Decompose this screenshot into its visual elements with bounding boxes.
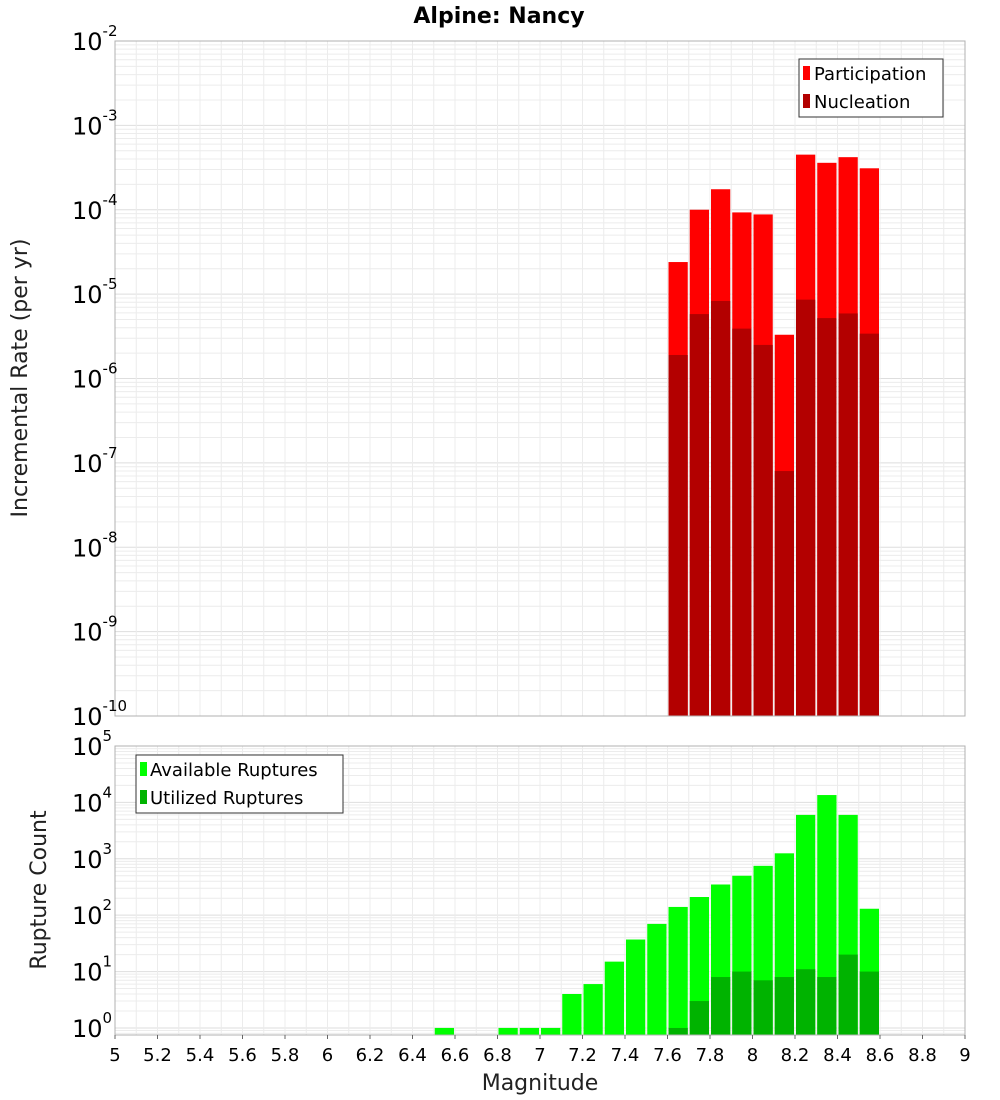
bar-available-ruptures: [519, 1027, 539, 1035]
bar-nucleation: [732, 328, 752, 716]
top-bars: [668, 154, 879, 717]
bar-available-ruptures: [689, 897, 709, 1035]
bar-nucleation: [753, 344, 773, 716]
x-tick-label: 5.6: [228, 1045, 257, 1066]
x-tick-label: 5.2: [143, 1045, 172, 1066]
bar-nucleation: [668, 354, 688, 716]
y-tick-label: 10-4: [72, 191, 118, 225]
y-tick-label: 100: [72, 1009, 112, 1043]
y-tick-label: 10-5: [72, 275, 118, 309]
y-tick-label: 10-3: [72, 106, 118, 140]
legend-label-available: Available Ruptures: [150, 760, 318, 781]
chart-title: Alpine: Nancy: [413, 4, 584, 29]
x-tick-label: 6.6: [441, 1045, 470, 1066]
bar-utilized-ruptures: [774, 977, 794, 1035]
bar-nucleation: [774, 471, 794, 716]
y-tick-label: 104: [72, 783, 112, 817]
bar-available-ruptures: [626, 939, 646, 1035]
y-tick-label: 10-7: [72, 444, 118, 478]
bar-utilized-ruptures: [689, 1001, 709, 1035]
bar-utilized-ruptures: [838, 954, 858, 1035]
top-legend: Participation Nucleation: [798, 58, 944, 118]
bar-available-ruptures: [817, 795, 837, 1035]
x-tick-label: 6: [322, 1045, 333, 1066]
bar-available-ruptures: [647, 923, 667, 1035]
x-axis-label: Magnitude: [482, 1071, 599, 1096]
bottom-bars: [434, 795, 879, 1035]
bar-nucleation: [859, 333, 879, 716]
x-tick-label: 5.8: [271, 1045, 300, 1066]
y-tick-label: 101: [72, 953, 112, 987]
y-tick-label: 10-9: [72, 613, 118, 647]
y-tick-label: 103: [72, 840, 112, 874]
y-tick-label: 10-2: [72, 22, 118, 56]
top-plot-frame: [114, 40, 966, 717]
bar-available-ruptures: [541, 1027, 561, 1035]
x-tick-label: 7.8: [696, 1045, 725, 1066]
bar-utilized-ruptures: [668, 1027, 688, 1035]
x-tick-label: 5: [109, 1045, 120, 1066]
x-ticks: 5 5.2 5.4 5.6 5.8 6 6.2 6.4 6.6 6.8 7 7.2 7.4 7.6 7.8 8…: [109, 1035, 971, 1066]
x-tick-label: 7.6: [653, 1045, 682, 1066]
y-tick-label: 102: [72, 896, 112, 930]
x-tick-label: 8.8: [908, 1045, 937, 1066]
bar-available-ruptures: [604, 961, 624, 1035]
bar-utilized-ruptures: [711, 977, 731, 1035]
top-panel: 10-10 10-9 10-8 10-7 10-6 10-5 10-4 10-3 10-2 In…: [8, 22, 966, 731]
bar-nucleation: [689, 314, 709, 716]
bar-available-ruptures: [498, 1027, 518, 1035]
y-tick-label: 10-10: [72, 697, 127, 731]
bottom-legend: Available Ruptures Utilized Ruptures: [135, 754, 344, 814]
bar-utilized-ruptures: [732, 971, 752, 1035]
top-y-ticks: 10-10 10-9 10-8 10-7 10-6 10-5 10-4 10-3 10-2: [72, 22, 127, 731]
bar-available-ruptures: [434, 1027, 454, 1035]
legend-swatch-available: [140, 762, 147, 776]
bar-available-ruptures: [668, 906, 688, 1035]
bottom-y-axis-label: Rupture Count: [27, 810, 52, 970]
x-tick-label: 6.8: [483, 1045, 512, 1066]
bar-utilized-ruptures: [859, 971, 879, 1035]
x-tick-label: 5.4: [186, 1045, 215, 1066]
bar-utilized-ruptures: [796, 969, 816, 1035]
bar-available-ruptures: [562, 994, 582, 1035]
top-grid: [114, 41, 966, 717]
bar-available-ruptures: [583, 984, 603, 1035]
legend-swatch-participation: [803, 66, 810, 80]
x-tick-label: 6.2: [356, 1045, 385, 1066]
x-tick-label: 6.4: [398, 1045, 427, 1066]
y-tick-label: 10-8: [72, 528, 118, 562]
y-tick-label: 10-6: [72, 360, 118, 394]
bottom-y-ticks: 100 101 102 103 104 105: [72, 727, 112, 1043]
bar-nucleation: [838, 313, 858, 716]
x-tick-label: 9: [959, 1045, 970, 1066]
x-tick-label: 7.4: [611, 1045, 640, 1066]
x-tick-label: 8: [747, 1045, 758, 1066]
x-tick-label: 8.4: [823, 1045, 852, 1066]
legend-swatch-utilized: [140, 790, 147, 804]
bar-nucleation: [796, 299, 816, 716]
x-tick-label: 7.2: [568, 1045, 597, 1066]
top-legend-box: [798, 58, 944, 118]
x-tick-label: 8.2: [781, 1045, 810, 1066]
bottom-legend-box: [135, 754, 344, 814]
bar-nucleation: [711, 300, 731, 716]
bar-nucleation: [817, 318, 837, 716]
bar-utilized-ruptures: [817, 977, 837, 1035]
bar-utilized-ruptures: [753, 980, 773, 1035]
x-tick-label: 7: [534, 1045, 545, 1066]
bottom-panel: 100 101 102 103 104 105 5 5.2 5.4 5.6 5.8 6 6.2 6.4 6…: [27, 727, 971, 1096]
legend-label-nucleation: Nucleation: [814, 92, 910, 113]
legend-label-utilized: Utilized Ruptures: [150, 788, 303, 809]
legend-label-participation: Participation: [814, 64, 926, 85]
legend-swatch-nucleation: [803, 94, 810, 108]
top-y-axis-label: Incremental Rate (per yr): [8, 239, 33, 518]
y-tick-label: 105: [72, 727, 112, 761]
x-tick-label: 8.6: [866, 1045, 895, 1066]
